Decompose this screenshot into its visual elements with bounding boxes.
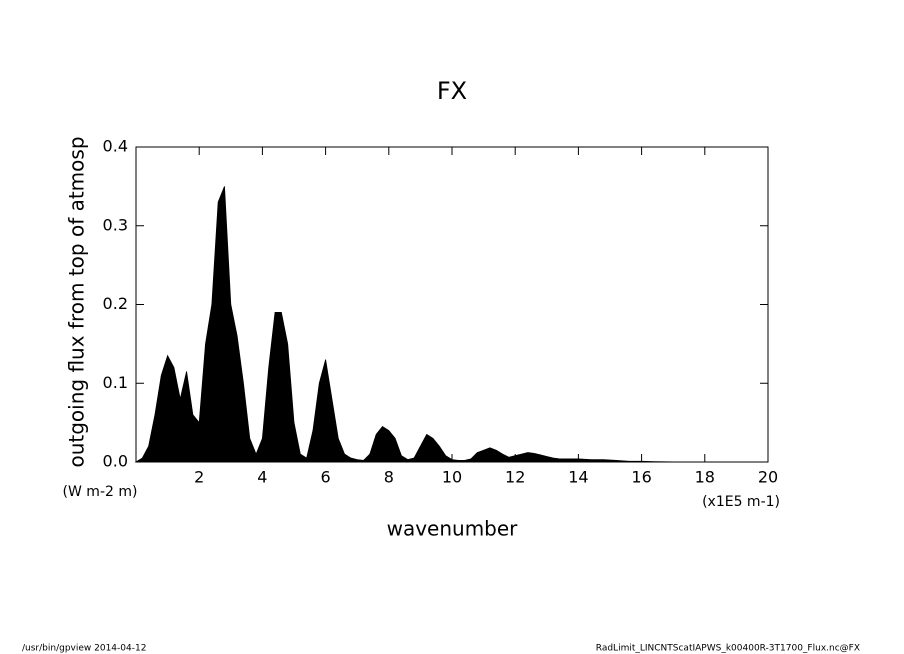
y-tick-label: 0.2 bbox=[103, 294, 128, 313]
x-tick-label: 18 bbox=[695, 468, 715, 487]
x-axis-unit: (x1E5 m-1) bbox=[702, 494, 780, 510]
x-tick-label: 4 bbox=[257, 468, 267, 487]
y-axis-label: outgoing flux from top of atmosp bbox=[65, 136, 89, 467]
y-axis-unit: (W m-2 m) bbox=[63, 484, 138, 500]
y-tick-label: 0.4 bbox=[103, 137, 128, 156]
y-tick-label: 0.0 bbox=[103, 452, 128, 471]
footer-left: /usr/bin/gpview 2014-04-12 bbox=[22, 644, 146, 654]
x-tick-label: 2 bbox=[194, 468, 204, 487]
x-axis-label: wavenumber bbox=[387, 517, 519, 541]
footer-right: RadLimit_LINCNTScatIAPWS_k00400R-3T1700_… bbox=[596, 644, 860, 654]
x-tick-label: 6 bbox=[321, 468, 331, 487]
chart-title: FX bbox=[437, 77, 467, 105]
x-tick-label: 12 bbox=[505, 468, 525, 487]
spectrum-area bbox=[134, 186, 768, 463]
x-tick-label: 14 bbox=[568, 468, 588, 487]
x-tick-label: 10 bbox=[442, 468, 462, 487]
x-tick-label: 16 bbox=[631, 468, 651, 487]
y-tick-label: 0.3 bbox=[103, 215, 128, 234]
x-tick-label: 8 bbox=[384, 468, 394, 487]
y-tick-label: 0.1 bbox=[103, 373, 128, 392]
x-tick-label: 20 bbox=[758, 468, 778, 487]
